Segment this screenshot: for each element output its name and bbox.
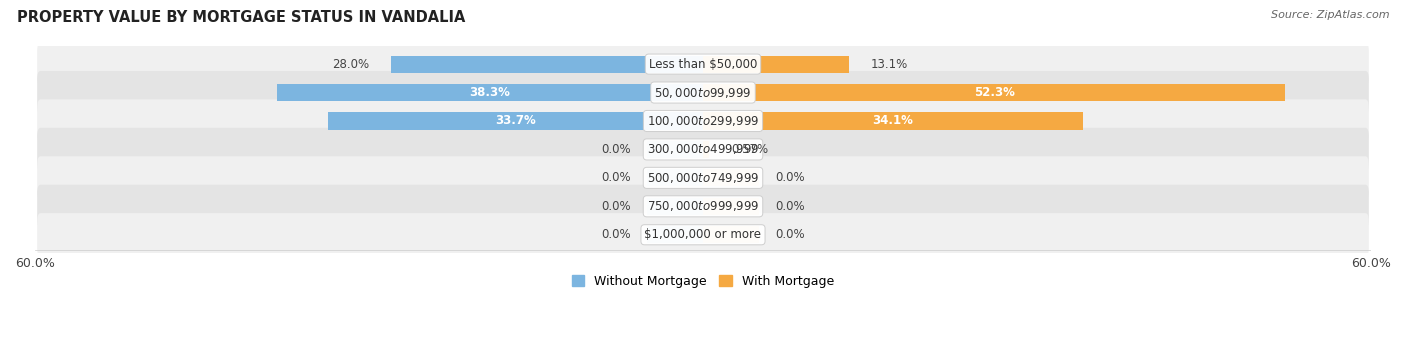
Text: $1,000,000 or more: $1,000,000 or more bbox=[644, 228, 762, 241]
Bar bbox=[703, 141, 710, 158]
Text: Less than $50,000: Less than $50,000 bbox=[648, 57, 758, 71]
FancyBboxPatch shape bbox=[37, 213, 1369, 256]
Text: 34.1%: 34.1% bbox=[872, 115, 914, 128]
Text: $750,000 to $999,999: $750,000 to $999,999 bbox=[647, 199, 759, 213]
FancyBboxPatch shape bbox=[37, 156, 1369, 200]
Bar bbox=[647, 141, 703, 158]
Text: 0.0%: 0.0% bbox=[600, 171, 631, 184]
Text: 52.3%: 52.3% bbox=[974, 86, 1015, 99]
Text: 0.57%: 0.57% bbox=[731, 143, 769, 156]
Text: PROPERTY VALUE BY MORTGAGE STATUS IN VANDALIA: PROPERTY VALUE BY MORTGAGE STATUS IN VAN… bbox=[17, 10, 465, 25]
Text: 0.0%: 0.0% bbox=[775, 228, 806, 241]
Bar bbox=[647, 226, 703, 243]
Bar bbox=[328, 113, 703, 130]
Text: $50,000 to $99,999: $50,000 to $99,999 bbox=[654, 86, 752, 100]
Bar bbox=[703, 84, 1285, 101]
Text: $500,000 to $749,999: $500,000 to $749,999 bbox=[647, 171, 759, 185]
Bar bbox=[703, 226, 759, 243]
Bar bbox=[703, 198, 759, 215]
Text: 0.0%: 0.0% bbox=[775, 171, 806, 184]
Text: 0.0%: 0.0% bbox=[600, 143, 631, 156]
FancyBboxPatch shape bbox=[37, 128, 1369, 171]
Text: $300,000 to $499,999: $300,000 to $499,999 bbox=[647, 142, 759, 156]
Text: 0.0%: 0.0% bbox=[600, 228, 631, 241]
Text: 33.7%: 33.7% bbox=[495, 115, 536, 128]
Text: $100,000 to $299,999: $100,000 to $299,999 bbox=[647, 114, 759, 128]
Bar bbox=[703, 169, 759, 186]
Text: 0.0%: 0.0% bbox=[600, 200, 631, 213]
Bar bbox=[391, 55, 703, 73]
Legend: Without Mortgage, With Mortgage: Without Mortgage, With Mortgage bbox=[567, 270, 839, 293]
Bar bbox=[277, 84, 703, 101]
Text: Source: ZipAtlas.com: Source: ZipAtlas.com bbox=[1271, 10, 1389, 20]
FancyBboxPatch shape bbox=[37, 99, 1369, 142]
Text: 0.0%: 0.0% bbox=[775, 200, 806, 213]
Bar bbox=[647, 169, 703, 186]
Text: 13.1%: 13.1% bbox=[872, 57, 908, 71]
Bar bbox=[703, 55, 849, 73]
FancyBboxPatch shape bbox=[37, 71, 1369, 114]
Text: 28.0%: 28.0% bbox=[332, 57, 368, 71]
FancyBboxPatch shape bbox=[37, 185, 1369, 228]
Text: 38.3%: 38.3% bbox=[470, 86, 510, 99]
Bar bbox=[703, 113, 1083, 130]
Bar bbox=[647, 198, 703, 215]
FancyBboxPatch shape bbox=[37, 42, 1369, 86]
